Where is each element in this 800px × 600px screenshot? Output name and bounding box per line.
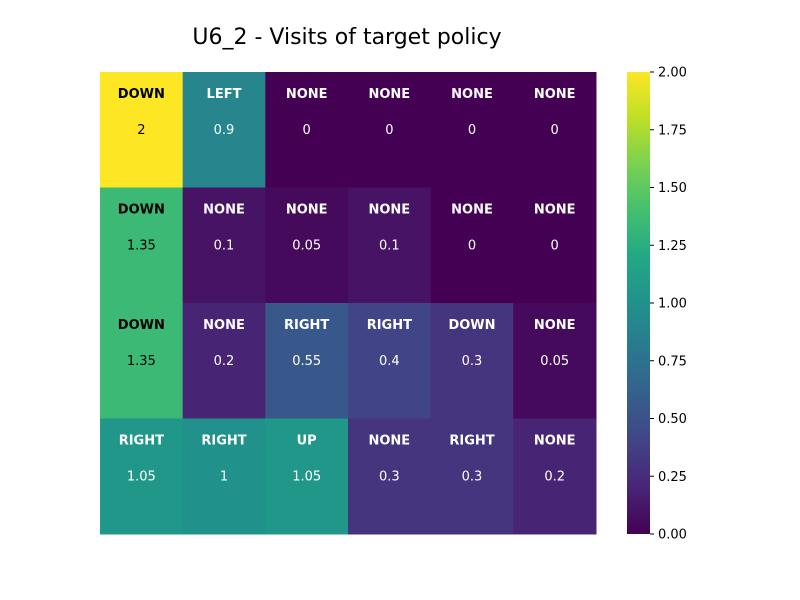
heatmap-cell: [513, 303, 597, 419]
cell-value-label: 0.3: [462, 354, 483, 369]
cell-value-label: 0: [468, 239, 476, 254]
heatmap-cell: [430, 303, 514, 419]
cell-action-label: UP: [297, 434, 317, 449]
cell-value-label: 0: [468, 123, 476, 138]
heatmap-cell: [513, 418, 597, 535]
cell-value-label: 1.35: [127, 239, 156, 254]
colorbar-tick-label: 0.00: [658, 528, 687, 543]
cell-value-label: 0.3: [379, 470, 400, 485]
cell-action-label: NONE: [368, 434, 410, 449]
heatmap-cell: [348, 187, 432, 304]
cell-value-label: 0.05: [292, 239, 321, 254]
cell-action-label: NONE: [534, 87, 576, 102]
cell-value-label: 0.1: [214, 239, 235, 254]
cell-value-label: 0.55: [292, 354, 321, 369]
cell-value-label: 1.35: [127, 354, 156, 369]
heatmap-cell: [513, 187, 597, 304]
cell-action-label: RIGHT: [367, 318, 412, 333]
cell-value-label: 2: [137, 123, 145, 138]
cell-value-label: 0: [551, 239, 559, 254]
cell-value-label: 0: [385, 123, 393, 138]
cell-action-label: RIGHT: [449, 434, 494, 449]
cell-value-label: 1.05: [292, 470, 321, 485]
heatmap-cell: [348, 418, 432, 535]
cell-action-label: NONE: [286, 87, 328, 102]
colorbar-tick-label: 0.25: [658, 470, 687, 485]
colorbar-tick-label: 1.50: [658, 181, 687, 196]
cell-value-label: 1: [220, 470, 228, 485]
cell-action-label: NONE: [203, 203, 245, 218]
cell-action-label: RIGHT: [119, 434, 164, 449]
heatmap-cell: [265, 72, 349, 188]
heatmap-cell: [348, 72, 432, 188]
heatmap-cells: DOWN 2 LEFT 0.9 NONE 0 NONE 0 NONE 0 NONE 0 DOWN 1.35…: [100, 72, 597, 535]
cell-action-label: DOWN: [448, 318, 495, 333]
cell-action-label: NONE: [368, 87, 410, 102]
colorbar-tick-label: 1.75: [658, 123, 687, 138]
colorbar-tick-label: 0.50: [658, 412, 687, 427]
heatmap-cell: [265, 187, 349, 304]
cell-action-label: RIGHT: [284, 318, 329, 333]
heatmap-cell: [430, 187, 514, 304]
heatmap-cell: [100, 72, 184, 188]
heatmap-cell: [265, 303, 349, 419]
heatmap-cell: [348, 303, 432, 419]
cell-value-label: 0: [303, 123, 311, 138]
chart-title: U6_2 - Visits of target policy: [192, 25, 501, 50]
cell-action-label: NONE: [451, 87, 493, 102]
cell-value-label: 0: [551, 123, 559, 138]
cell-value-label: 0.1: [379, 239, 400, 254]
colorbar-gradient: [627, 72, 650, 534]
heatmap-cell: [182, 187, 266, 304]
cell-action-label: NONE: [451, 203, 493, 218]
cell-value-label: 0.9: [214, 123, 235, 138]
heatmap-cell: [100, 418, 184, 535]
heatmap-cell: [430, 72, 514, 188]
heatmap-cell: [265, 418, 349, 535]
heatmap-cell: [100, 187, 184, 304]
cell-action-label: NONE: [368, 203, 410, 218]
heatmap-cell: [182, 418, 266, 535]
colorbar: 0.00 0.25 0.50 0.75 1.00 1.25 1.50 1.75 2.00: [627, 66, 687, 543]
colorbar-tick-label: 2.00: [658, 66, 687, 81]
heatmap-cell: [182, 303, 266, 419]
cell-value-label: 0.05: [540, 354, 569, 369]
cell-action-label: NONE: [286, 203, 328, 218]
heatmap-cell: [513, 72, 597, 188]
cell-action-label: RIGHT: [201, 434, 246, 449]
cell-action-label: DOWN: [118, 87, 165, 102]
cell-action-label: NONE: [203, 318, 245, 333]
cell-value-label: 1.05: [127, 470, 156, 485]
heatmap-cell: [430, 418, 514, 535]
colorbar-tick-label: 1.00: [658, 297, 687, 312]
cell-value-label: 0.2: [544, 470, 565, 485]
heatmap-cell: [182, 72, 266, 188]
cell-value-label: 0.3: [462, 470, 483, 485]
cell-action-label: LEFT: [207, 87, 242, 102]
colorbar-tick-label: 0.75: [658, 354, 687, 369]
cell-value-label: 0.2: [214, 354, 235, 369]
cell-action-label: DOWN: [118, 203, 165, 218]
cell-action-label: NONE: [534, 203, 576, 218]
cell-value-label: 0.4: [379, 354, 400, 369]
cell-action-label: DOWN: [118, 318, 165, 333]
heatmap-cell: [100, 303, 184, 419]
colorbar-tick-label: 1.25: [658, 239, 687, 254]
cell-action-label: NONE: [534, 434, 576, 449]
cell-action-label: NONE: [534, 318, 576, 333]
